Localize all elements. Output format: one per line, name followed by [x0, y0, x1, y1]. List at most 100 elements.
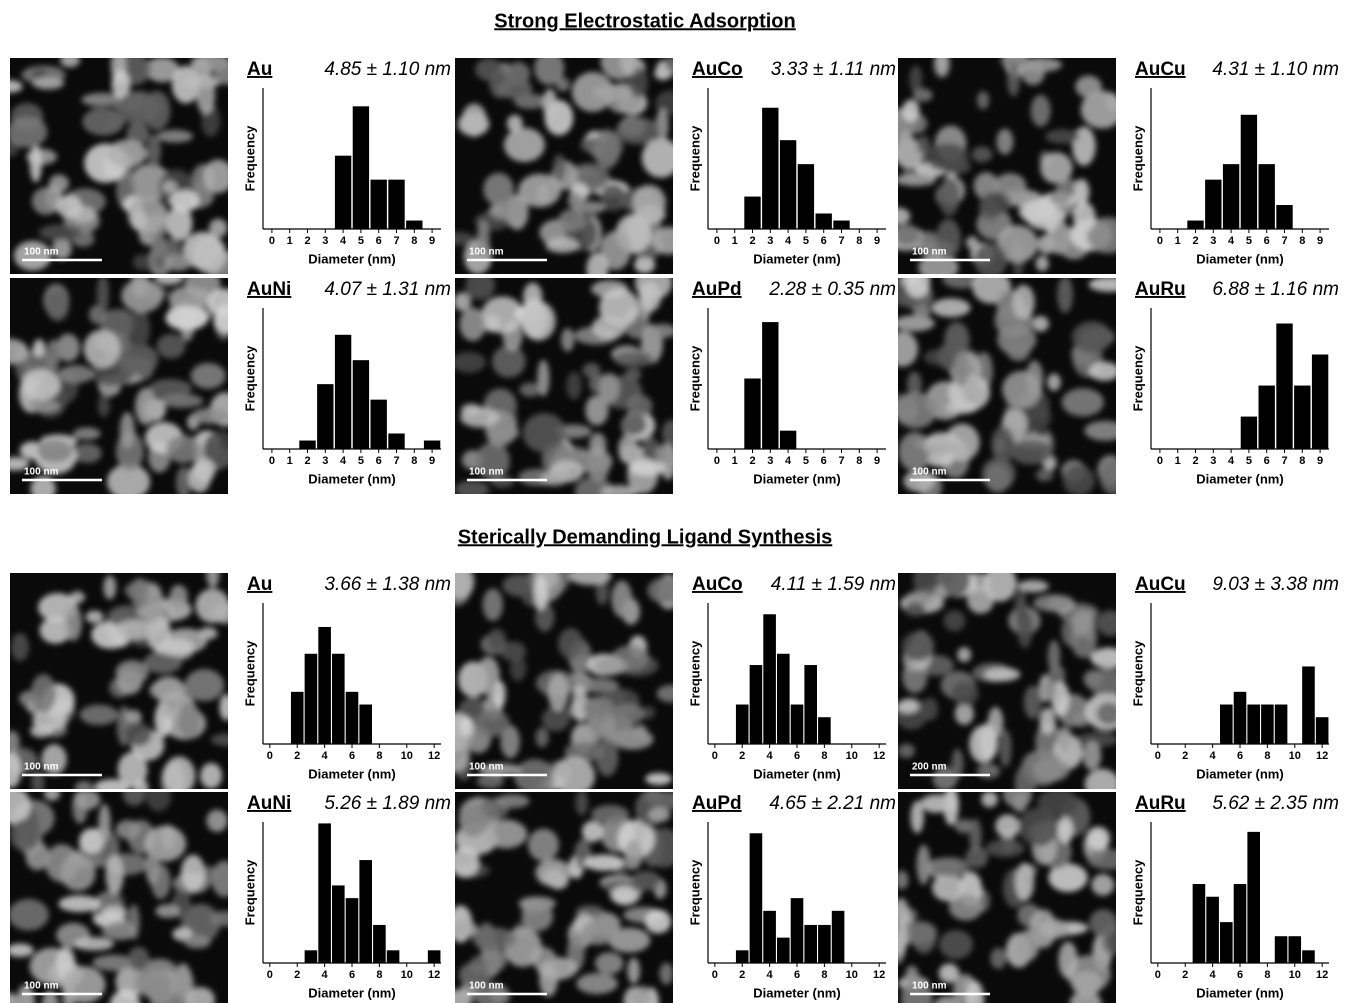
- x-tick-label: 8: [821, 750, 827, 762]
- bar: [1315, 717, 1329, 744]
- scale-bar-label: 100 nm: [24, 247, 59, 258]
- particle: [909, 65, 923, 94]
- particle: [30, 674, 57, 713]
- bar: [762, 322, 779, 449]
- particle: [582, 362, 601, 378]
- particle: [584, 854, 625, 871]
- x-tick-label: 10: [846, 750, 858, 762]
- chart-subtitle: 4.07 ± 1.31 nm: [324, 279, 451, 300]
- particle: [130, 209, 148, 231]
- x-axis-label: Diameter (nm): [753, 766, 840, 781]
- particle: [954, 819, 974, 834]
- chart-subtitle: 3.33 ± 1.11 nm: [771, 59, 896, 80]
- particle: [32, 77, 65, 90]
- bar: [1233, 884, 1247, 963]
- x-tick-label: 6: [794, 969, 800, 981]
- scale-bar-label: 100 nm: [912, 467, 947, 478]
- particle: [476, 219, 490, 257]
- particle: [1071, 970, 1103, 997]
- particle: [615, 117, 660, 145]
- bar: [386, 950, 400, 963]
- particle: [1032, 315, 1049, 332]
- particle: [109, 989, 141, 1003]
- scale-bar-label: 100 nm: [912, 981, 947, 992]
- y-axis-label: Frequency: [687, 859, 702, 926]
- micrograph: 100 nm: [455, 278, 673, 494]
- particle: [995, 814, 1020, 838]
- bar: [345, 691, 359, 744]
- x-tick-label: 8: [376, 969, 382, 981]
- y-axis-label: Frequency: [242, 859, 257, 926]
- particle: [214, 63, 228, 85]
- particle: [169, 190, 200, 212]
- particle: [207, 288, 228, 317]
- particle: [191, 407, 228, 424]
- particle: [481, 296, 524, 334]
- chart-subtitle: 4.11 ± 1.59 nm: [771, 574, 896, 595]
- particle: [165, 305, 209, 331]
- bar: [1302, 666, 1315, 744]
- particle: [542, 88, 557, 119]
- particle: [49, 174, 70, 193]
- particle: [106, 139, 147, 168]
- particle: [192, 235, 227, 274]
- particle: [484, 819, 528, 849]
- x-tick-label: 5: [358, 235, 364, 247]
- particle: [965, 846, 989, 869]
- bar: [423, 440, 441, 449]
- particle: [60, 58, 81, 68]
- particle: [916, 844, 931, 885]
- chart-title: AuCu: [1135, 574, 1186, 595]
- x-tick-label: 4: [767, 750, 774, 762]
- x-tick-label: 6: [1264, 235, 1270, 247]
- particle: [575, 792, 589, 816]
- particle: [41, 744, 67, 775]
- x-tick-label: 1: [732, 455, 738, 467]
- bar: [1258, 385, 1275, 449]
- particle: [1075, 75, 1102, 98]
- x-axis-label: Diameter (nm): [1196, 766, 1283, 781]
- bar: [359, 860, 372, 963]
- particle: [190, 362, 226, 389]
- particle: [656, 684, 673, 703]
- particle: [154, 278, 184, 285]
- particle: [650, 323, 673, 338]
- particle: [612, 885, 637, 905]
- particle: [996, 128, 1014, 155]
- particle: [32, 339, 46, 358]
- x-tick-label: 9: [874, 455, 880, 467]
- micrograph: 100 nm: [898, 278, 1116, 494]
- particle: [632, 184, 666, 221]
- particle: [10, 943, 34, 958]
- particle: [536, 183, 551, 204]
- particle: [492, 345, 526, 378]
- particle: [169, 584, 188, 609]
- x-tick-label: 0: [1155, 750, 1161, 762]
- particle: [10, 80, 23, 93]
- bar: [1276, 205, 1293, 229]
- y-axis-label: Frequency: [1130, 640, 1145, 707]
- particle: [1061, 388, 1104, 417]
- bar: [804, 924, 817, 963]
- bar: [1311, 354, 1329, 449]
- particle: [932, 766, 958, 789]
- y-axis-label: Frequency: [687, 640, 702, 707]
- particle: [898, 699, 920, 714]
- chart-title: AuNi: [247, 793, 291, 814]
- bar: [304, 950, 318, 963]
- particle: [1007, 341, 1030, 362]
- particle: [627, 957, 641, 984]
- x-tick-label: 7: [838, 235, 844, 247]
- x-tick-label: 6: [1264, 455, 1270, 467]
- x-tick-label: 1: [1175, 235, 1181, 247]
- bar: [332, 653, 345, 744]
- chart-subtitle: 4.31 ± 1.10 nm: [1212, 59, 1339, 80]
- particle: [483, 172, 514, 206]
- particle: [186, 987, 215, 1003]
- particle: [558, 628, 584, 660]
- particle: [10, 792, 31, 825]
- particle: [184, 669, 225, 702]
- particle: [572, 684, 588, 722]
- particle: [626, 394, 653, 418]
- particle: [600, 485, 640, 494]
